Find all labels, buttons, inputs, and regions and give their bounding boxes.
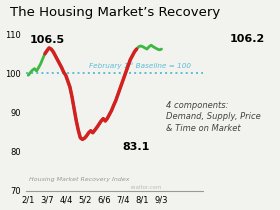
Text: 106.2: 106.2 bbox=[229, 34, 265, 44]
Text: 4 components:
Demand, Supply, Price
& Time on Market: 4 components: Demand, Supply, Price & Ti… bbox=[166, 101, 260, 133]
Text: realtor.com: realtor.com bbox=[130, 185, 162, 190]
Text: Housing Market Recovery Index: Housing Market Recovery Index bbox=[29, 177, 130, 182]
Title: The Housing Market’s Recovery: The Housing Market’s Recovery bbox=[10, 5, 220, 18]
Text: 106.5: 106.5 bbox=[29, 35, 65, 45]
Text: February 1ˢᵗ Baseline = 100: February 1ˢᵗ Baseline = 100 bbox=[89, 62, 191, 70]
Text: 83.1: 83.1 bbox=[123, 142, 150, 152]
